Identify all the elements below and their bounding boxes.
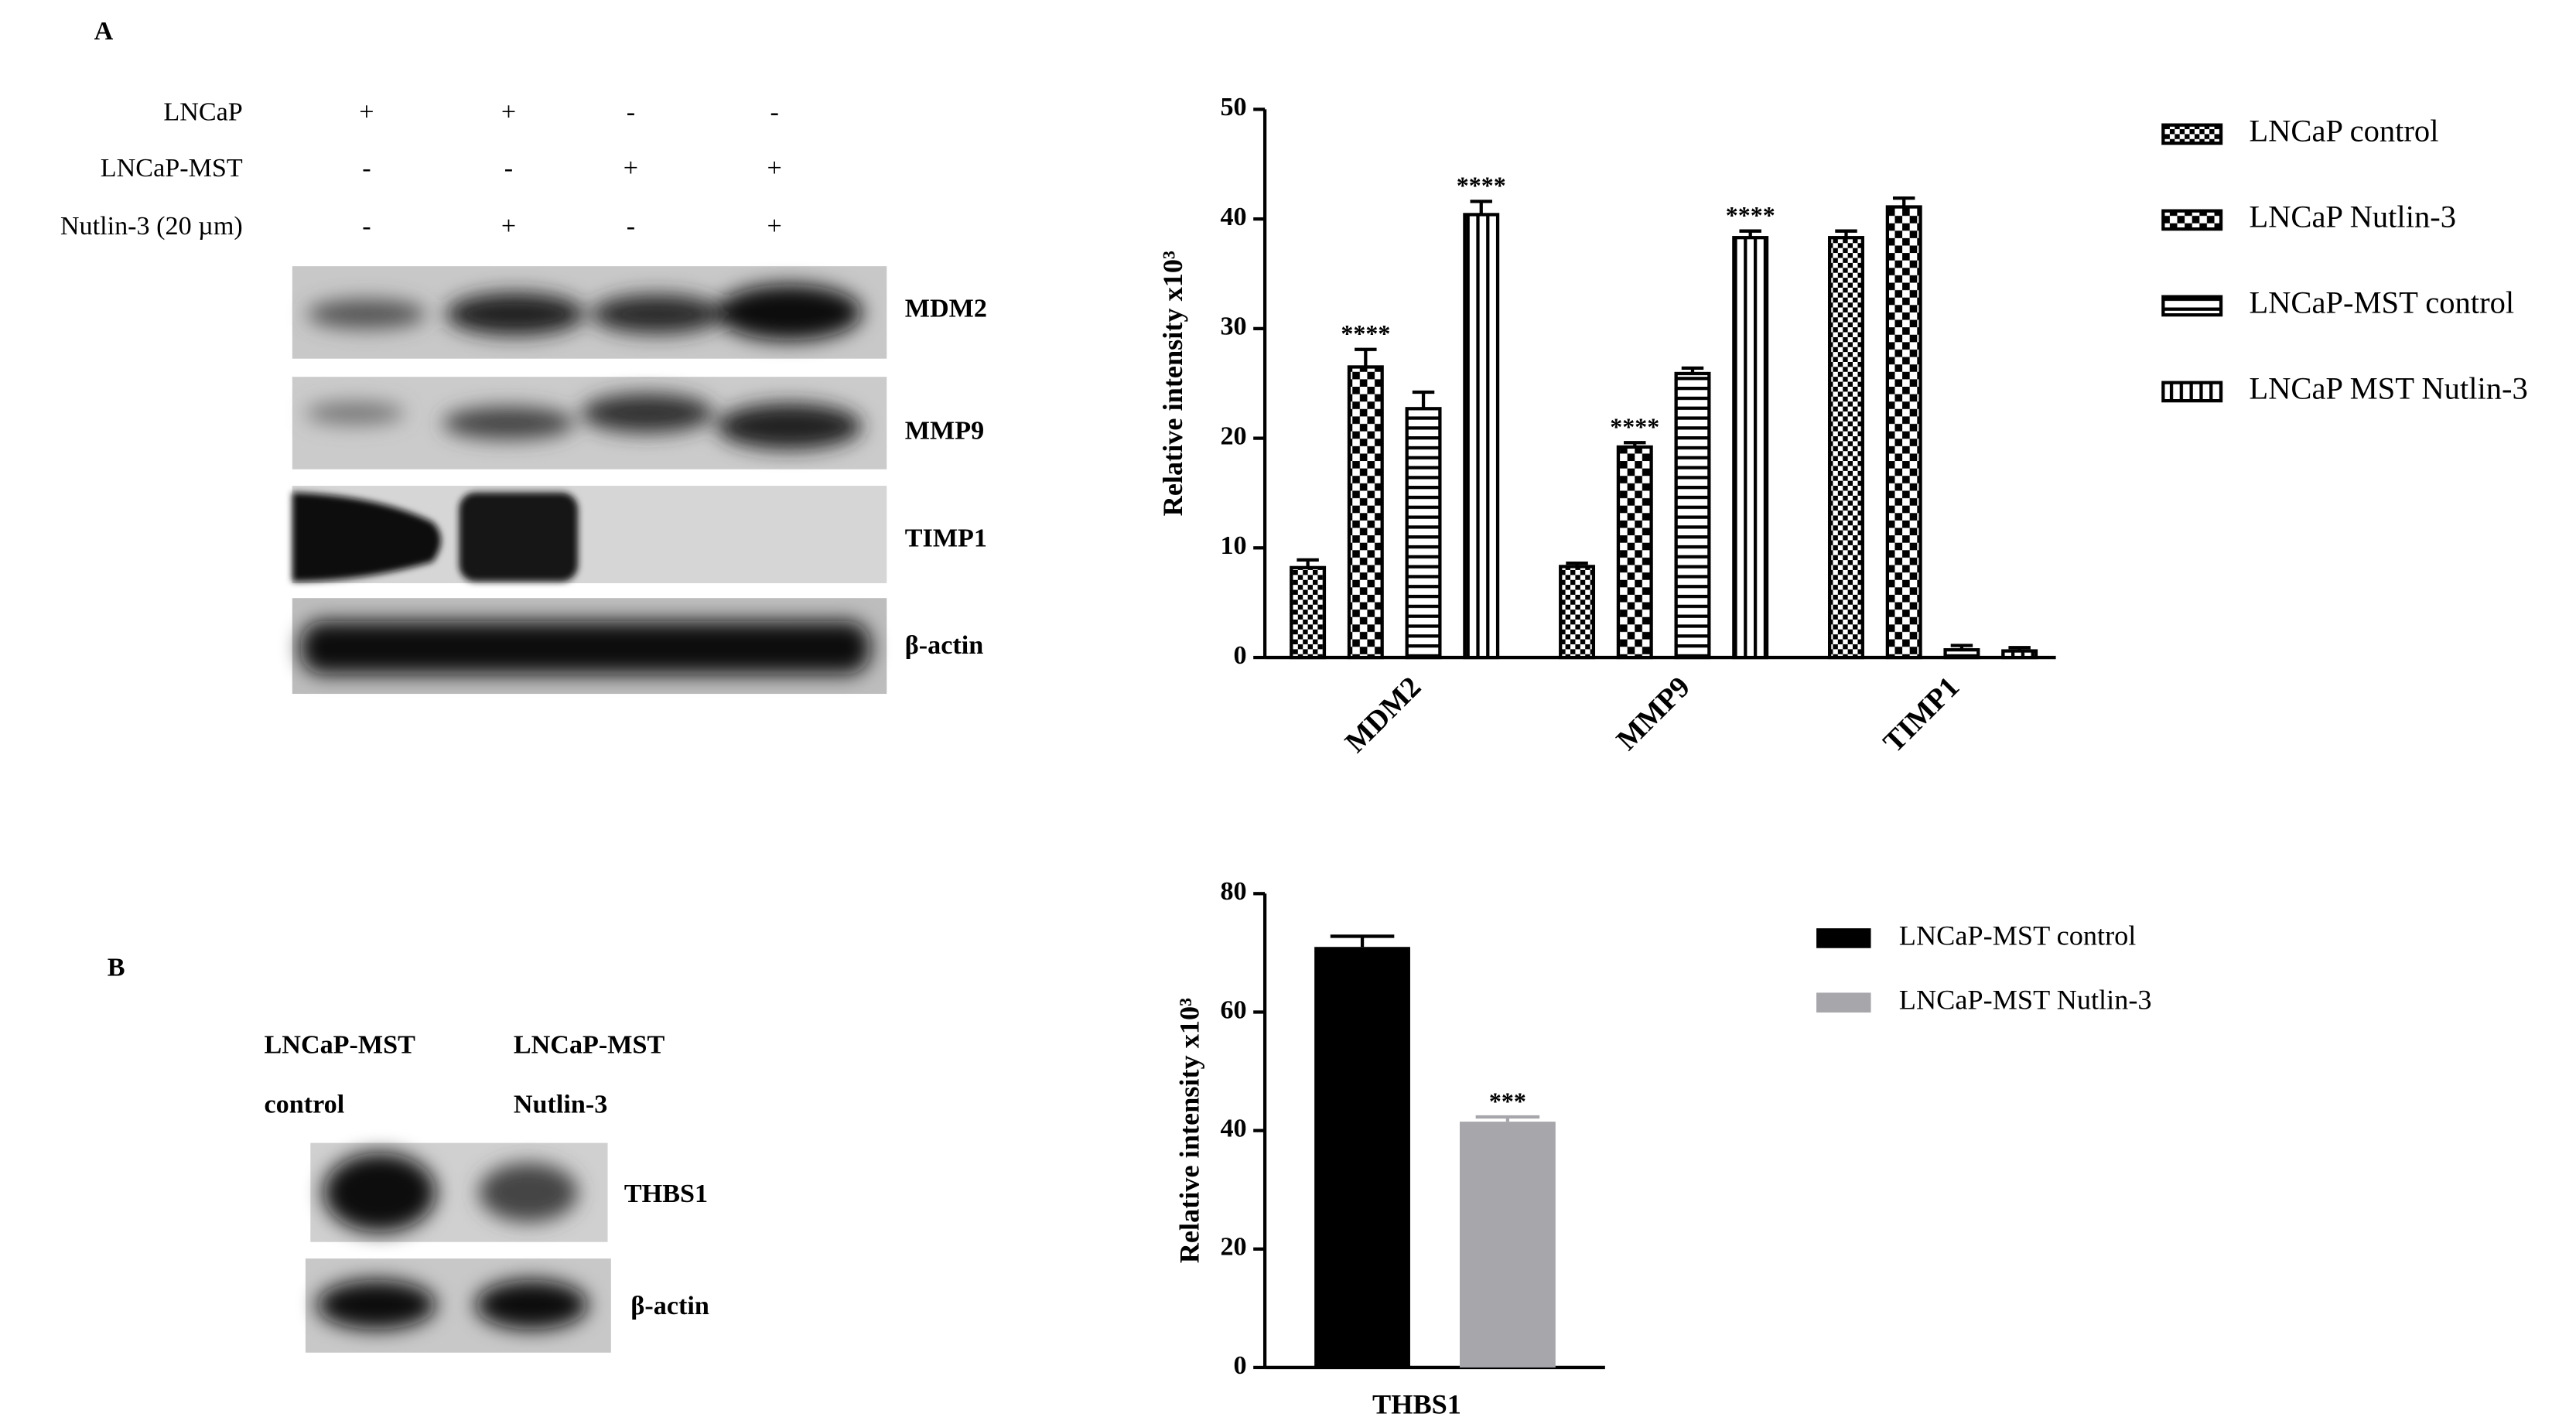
bar (1559, 565, 1596, 660)
y-tick-label: 40 (1220, 203, 1246, 231)
bar (1314, 947, 1410, 1368)
treatment-sign: + (624, 154, 638, 183)
legend-label: LNCaP-MST control (2249, 285, 2514, 320)
y-tick-label: 60 (1220, 995, 1246, 1024)
row-label: LNCaP (163, 98, 242, 127)
y-axis-label: Relative intensity x10³ (1174, 998, 1205, 1263)
legend-swatch (2161, 381, 2223, 403)
legend-label: LNCaP-MST control (1899, 920, 2137, 951)
treatment-sign: + (767, 212, 782, 241)
treatment-sign: + (501, 98, 516, 127)
blot-label: β-actin (630, 1292, 709, 1320)
x-tick-label: MMP9 (1611, 671, 1696, 756)
bar (1463, 213, 1500, 660)
blot-label: β-actin (905, 631, 983, 660)
blot-label: THBS1 (624, 1180, 708, 1208)
bar (1828, 236, 1864, 660)
bar (1405, 407, 1442, 660)
blot-label: MDM2 (905, 295, 987, 323)
legend-swatch (2161, 295, 2223, 317)
treatment-sign: - (627, 212, 635, 241)
y-tick-label: 30 (1220, 312, 1246, 341)
legend-label: LNCaP MST Nutlin-3 (2249, 371, 2527, 406)
significance-label: **** (1726, 201, 1775, 229)
legend-label: LNCaP control (2249, 114, 2438, 149)
y-tick-label: 0 (1234, 1351, 1247, 1380)
y-tick-label: 80 (1220, 877, 1246, 906)
treatment-sign: - (627, 98, 635, 127)
x-tick-label: TIMP1 (1877, 671, 1966, 759)
row-label: Nutlin-3 (20 µm) (60, 212, 243, 241)
significance-label: **** (1341, 319, 1390, 347)
legend-swatch (1816, 992, 1871, 1013)
y-tick-label: 20 (1220, 422, 1246, 450)
significance-label: **** (1457, 172, 1506, 200)
blot-images-b (305, 1142, 611, 1353)
treatment-sign: + (501, 212, 516, 241)
legend-label: LNCaP Nutlin-3 (2249, 200, 2456, 234)
panel-label: B (108, 953, 125, 982)
y-tick-label: 0 (1234, 641, 1247, 670)
panel-label: A (94, 17, 114, 46)
treatment-sign: - (362, 212, 371, 241)
y-tick-label: 40 (1220, 1114, 1246, 1142)
bar (1347, 365, 1384, 660)
blot-label: MMP9 (905, 417, 984, 446)
bar (1732, 236, 1769, 660)
bar (1616, 445, 1653, 660)
x-tick-label: MDM2 (1339, 671, 1427, 759)
treatment-sign: - (770, 98, 778, 127)
bar (1460, 1122, 1556, 1368)
bar (1943, 648, 1980, 660)
x-tick-label: THBS1 (1372, 1389, 1461, 1420)
legend-swatch (2161, 209, 2223, 231)
treatment-sign: + (767, 154, 782, 183)
bar (1885, 205, 1922, 660)
treatment-sign: - (362, 154, 371, 183)
y-axis-label: Relative intensity x10³ (1157, 251, 1188, 516)
y-tick-label: 50 (1220, 93, 1246, 121)
bar (1674, 371, 1711, 660)
treatment-sign: - (504, 154, 513, 183)
significance-label: **** (1610, 413, 1659, 441)
blot-images-a (292, 266, 887, 695)
bar (1290, 565, 1327, 660)
blot-label: TIMP1 (905, 524, 987, 552)
legend-swatch (2161, 123, 2223, 145)
column-label: Nutlin-3 (514, 1091, 607, 1119)
column-label: LNCaP-MST (514, 1031, 665, 1060)
row-label: LNCaP-MST (101, 154, 243, 183)
column-label: LNCaP-MST (265, 1031, 416, 1060)
bar (2001, 649, 2038, 660)
legend-label: LNCaP-MST Nutlin-3 (1899, 985, 2152, 1016)
significance-label: *** (1489, 1087, 1526, 1115)
legend-swatch (1816, 928, 1871, 948)
column-label: control (265, 1091, 345, 1119)
y-tick-label: 20 (1220, 1233, 1246, 1262)
treatment-sign: + (359, 98, 374, 127)
y-tick-label: 10 (1220, 531, 1246, 560)
